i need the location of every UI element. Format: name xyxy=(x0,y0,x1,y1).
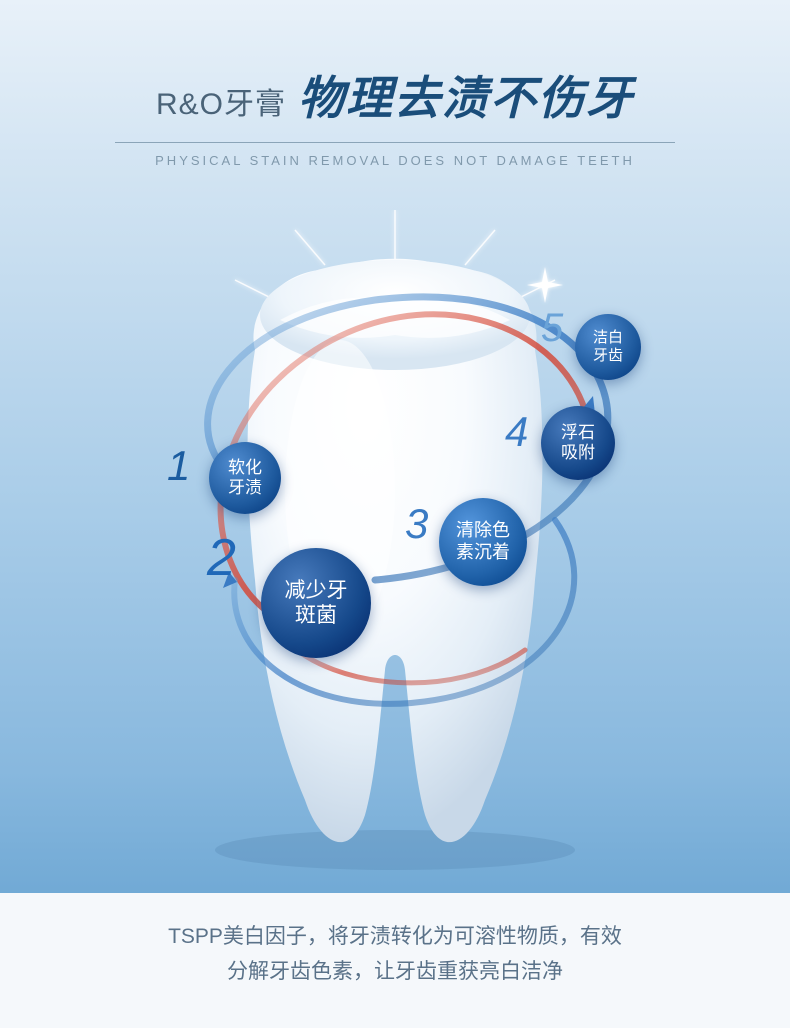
benefit-number-5: 5 xyxy=(541,306,563,351)
benefit-badge-4: 浮石吸附 xyxy=(541,406,615,480)
benefit-number-3: 3 xyxy=(405,500,428,548)
tooth-diagram: 软化牙渍 1 减少牙斑菌 2 清除色素沉着 3 浮石吸附 4 洁白牙齿 5 xyxy=(115,210,675,870)
headline-text: 物理去渍不伤牙 xyxy=(298,62,634,128)
benefit-number-1: 1 xyxy=(167,442,190,490)
benefit-badge-2: 减少牙斑菌 xyxy=(261,548,371,658)
footer-line2: 分解牙齿色素，让牙齿重获亮白洁净 xyxy=(227,960,563,983)
footer-text: TSPP美白因子，将牙渍转化为可溶性物质，有效 分解牙齿色素，让牙齿重获亮白洁净 xyxy=(0,919,790,990)
benefit-number-4: 4 xyxy=(505,408,528,456)
brand-text: R&O牙膏 xyxy=(156,79,286,123)
benefit-badge-label: 减少牙斑菌 xyxy=(285,578,348,628)
header-divider xyxy=(115,142,675,143)
benefit-badge-label: 洁白牙齿 xyxy=(593,329,623,365)
header: R&O牙膏 物理去渍不伤牙 PHYSICAL STAIN REMOVAL DOE… xyxy=(0,62,790,168)
benefit-badge-5: 洁白牙齿 xyxy=(575,314,641,380)
benefit-badge-label: 浮石吸附 xyxy=(561,423,595,464)
tooth-svg xyxy=(115,210,675,870)
benefit-badge-1: 软化牙渍 xyxy=(209,442,281,514)
benefit-badge-3: 清除色素沉着 xyxy=(439,498,527,586)
footer-line1: TSPP美白因子，将牙渍转化为可溶性物质，有效 xyxy=(168,925,622,948)
benefit-number-2: 2 xyxy=(207,528,236,588)
benefit-badge-label: 清除色素沉着 xyxy=(456,520,510,563)
benefit-badge-label: 软化牙渍 xyxy=(228,458,262,499)
subtitle-text: PHYSICAL STAIN REMOVAL DOES NOT DAMAGE T… xyxy=(0,153,790,168)
